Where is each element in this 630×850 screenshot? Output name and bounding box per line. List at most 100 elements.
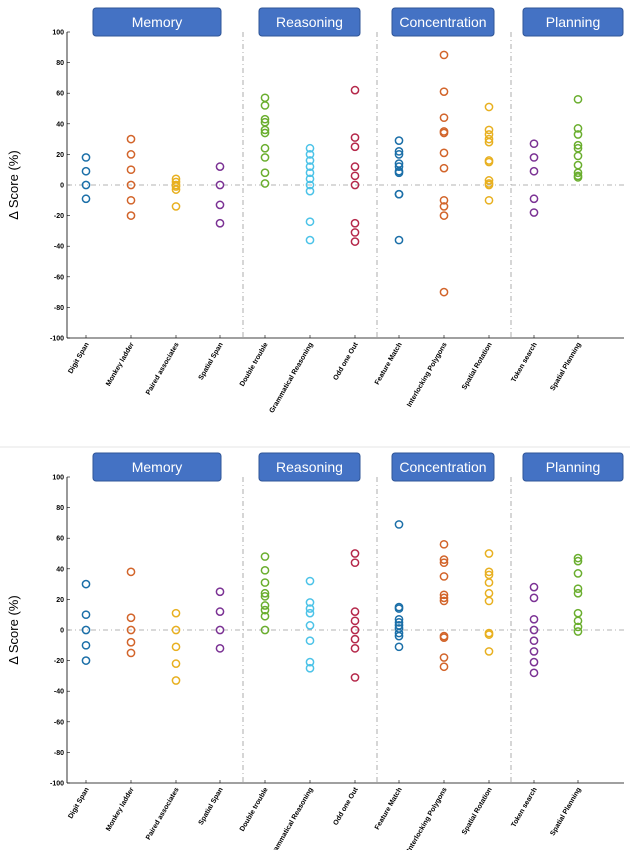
group-header-planning: Planning xyxy=(522,7,624,37)
data-point xyxy=(573,584,583,594)
data-point xyxy=(529,614,539,624)
data-point xyxy=(573,627,583,636)
data-point xyxy=(126,211,136,220)
data-point xyxy=(573,124,583,133)
y-tick-label: 80 xyxy=(56,505,64,512)
x-tick-label: Interlocking Polygons xyxy=(406,786,449,850)
x-tick-label: Digit Span xyxy=(67,342,90,375)
data-point xyxy=(573,151,583,161)
group-header-label: Planning xyxy=(546,14,601,30)
data-point xyxy=(305,636,315,646)
data-point xyxy=(260,153,270,162)
data-point xyxy=(394,235,404,245)
data-point xyxy=(81,579,91,589)
data-point xyxy=(260,128,270,138)
series-digit-span xyxy=(81,153,91,204)
y-tick-label: 40 xyxy=(56,121,64,128)
x-tick-label: Paired associates xyxy=(145,341,181,396)
series-token-search xyxy=(529,139,539,217)
data-point xyxy=(439,113,449,123)
data-point xyxy=(260,601,270,610)
data-point xyxy=(350,180,360,190)
data-point xyxy=(171,625,181,635)
data-point xyxy=(305,217,315,227)
data-point xyxy=(171,202,181,211)
group-header-label: Planning xyxy=(546,459,601,475)
data-point xyxy=(215,625,225,635)
series-interlocking-polygons xyxy=(439,50,449,297)
data-point xyxy=(529,194,539,204)
x-tick-label: Spatial Planning xyxy=(549,342,582,393)
group-header-box xyxy=(92,452,222,482)
data-point xyxy=(484,647,494,656)
data-point xyxy=(81,180,91,190)
data-point xyxy=(305,621,315,630)
x-tick-label: Monkey ladder xyxy=(105,786,136,832)
data-point xyxy=(305,598,315,607)
group-header-box xyxy=(258,7,361,37)
data-point xyxy=(171,185,181,194)
data-point xyxy=(529,657,539,667)
data-point xyxy=(215,587,225,597)
data-point xyxy=(350,237,360,246)
x-tick-label: Feature Match xyxy=(374,342,404,387)
group-header-label: Reasoning xyxy=(276,14,343,30)
data-point xyxy=(126,613,136,623)
group-header-planning: Planning xyxy=(522,452,624,482)
data-point xyxy=(573,94,583,104)
x-tick-label: Spatial Span xyxy=(198,342,225,382)
group-header-label: Concentration xyxy=(399,459,486,475)
y-tick-label: 60 xyxy=(56,91,64,98)
data-point xyxy=(350,616,360,626)
group-header-box xyxy=(92,7,222,37)
data-point xyxy=(305,657,315,667)
data-point xyxy=(573,608,583,618)
data-point xyxy=(439,287,449,297)
data-point xyxy=(171,182,181,191)
group-header-box xyxy=(258,452,361,482)
data-point xyxy=(350,218,360,228)
data-point xyxy=(215,200,225,210)
x-tick-label: Token search xyxy=(510,342,538,384)
series-grammatical-reasoning xyxy=(305,143,315,245)
data-point xyxy=(439,590,449,600)
data-point xyxy=(573,588,583,598)
series-monkey-ladder xyxy=(126,134,136,220)
group-header-label: Memory xyxy=(132,459,183,475)
data-point xyxy=(529,625,539,635)
series-paired-associates xyxy=(171,174,181,211)
data-point xyxy=(215,180,225,190)
data-point xyxy=(350,228,360,237)
data-point xyxy=(394,162,404,171)
data-point xyxy=(573,173,583,182)
group-header-label: Reasoning xyxy=(276,459,343,475)
data-point xyxy=(529,636,539,646)
data-point xyxy=(260,179,270,188)
data-point xyxy=(171,608,181,618)
data-point xyxy=(126,150,136,159)
data-point xyxy=(573,616,583,626)
x-tick-label: Spatial Planning xyxy=(549,787,582,838)
series-token-search xyxy=(529,582,539,678)
data-point xyxy=(439,148,449,158)
data-point xyxy=(305,143,315,153)
data-point xyxy=(394,604,404,613)
x-tick-label: Grammatical Reasoning xyxy=(269,342,315,415)
data-point xyxy=(305,663,315,673)
data-point xyxy=(171,659,181,669)
group-header-box xyxy=(391,452,495,482)
data-point xyxy=(260,625,270,635)
y-axis-label: Δ Score (%) xyxy=(6,595,21,664)
data-point xyxy=(394,631,404,641)
data-point xyxy=(350,85,360,95)
data-point xyxy=(573,168,583,178)
data-point xyxy=(305,235,315,245)
data-point xyxy=(350,607,360,616)
y-tick-label: -80 xyxy=(54,750,64,757)
data-point xyxy=(484,630,494,639)
series-spatial-span xyxy=(215,587,225,653)
data-point xyxy=(529,593,539,603)
data-point xyxy=(215,607,225,616)
group-header-label: Memory xyxy=(132,14,183,30)
data-point xyxy=(260,565,270,575)
